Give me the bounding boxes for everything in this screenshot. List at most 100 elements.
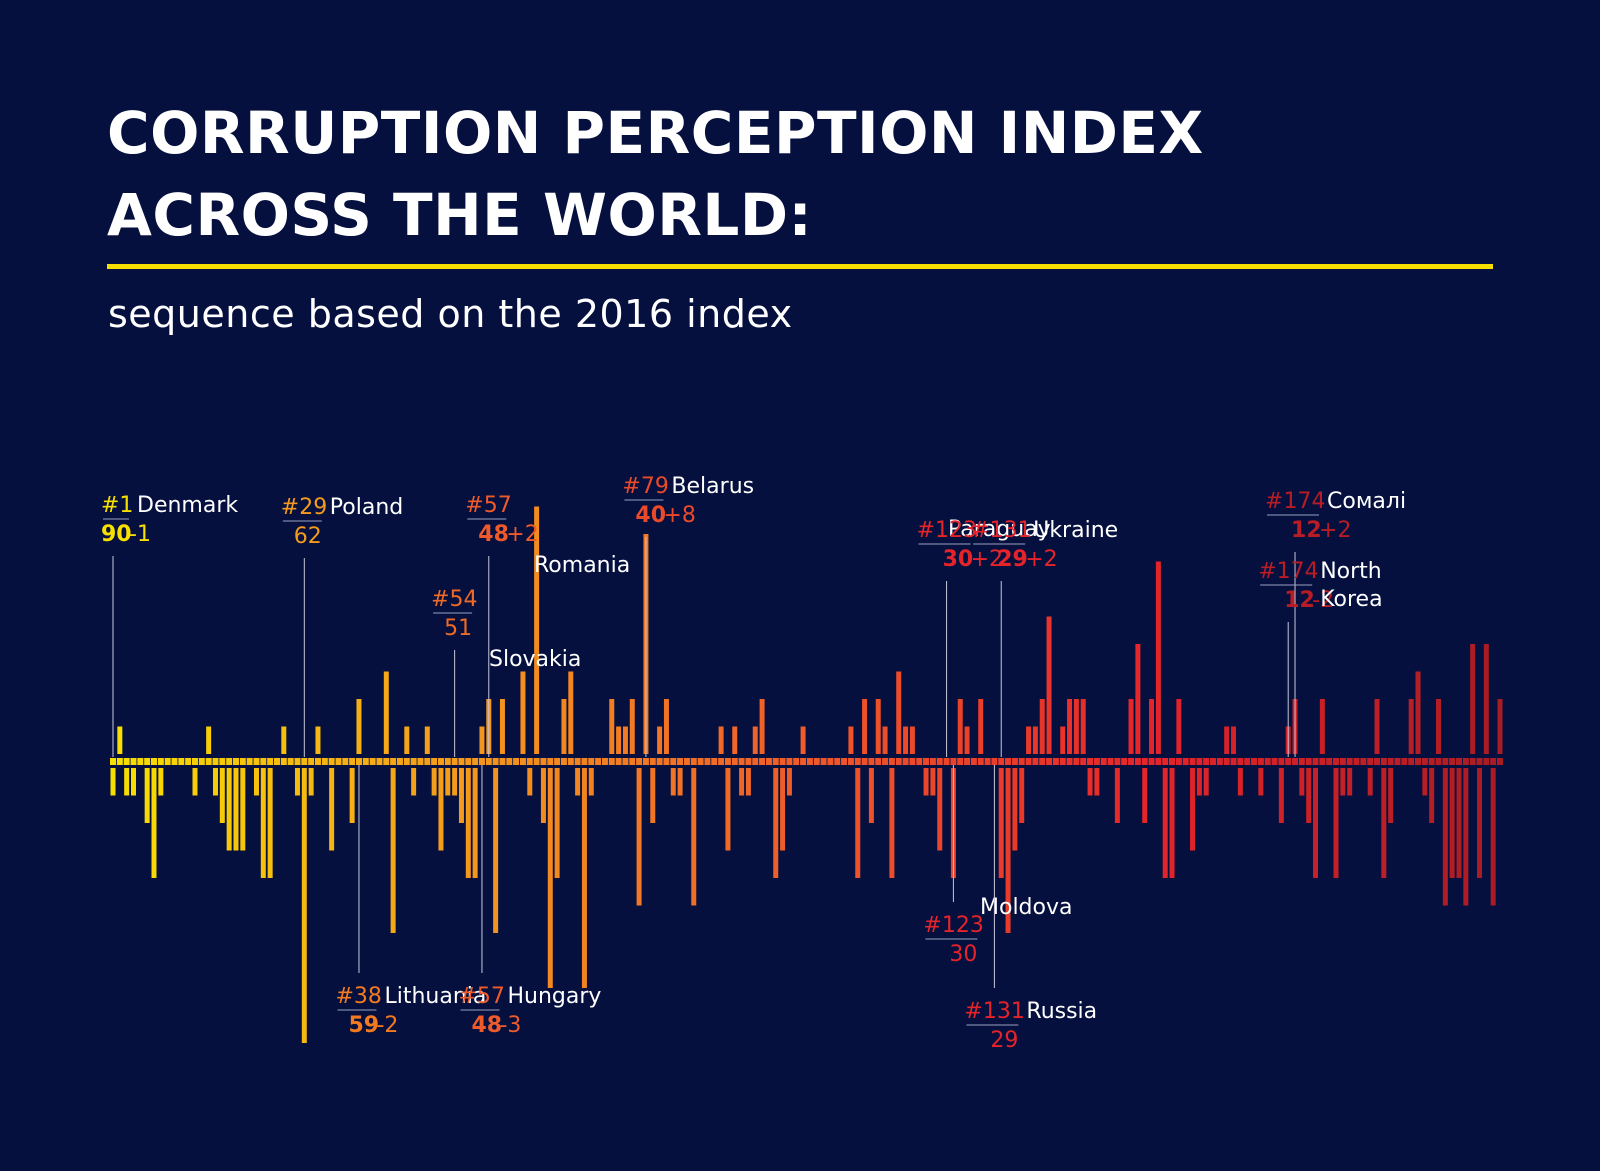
annotation-denmark: #1 90-1 Denmark (101, 493, 238, 547)
bar-negative (1442, 768, 1448, 906)
axis-tick-mark (1032, 758, 1039, 765)
score-label: 29 (997, 547, 1028, 572)
bar-positive (404, 726, 410, 754)
bar-negative (493, 768, 499, 933)
axis-tick-mark (1087, 758, 1094, 765)
bar-negative (301, 768, 307, 1043)
bar-positive (1060, 726, 1066, 754)
axis-tick-mark (1169, 758, 1176, 765)
axis-tick-mark (943, 758, 950, 765)
bar-negative (1114, 768, 1120, 823)
bar-positive (1067, 699, 1073, 754)
bar-negative (349, 768, 355, 823)
axis-tick-mark (861, 758, 868, 765)
axis-tick-mark (929, 758, 936, 765)
axis-tick-mark (1046, 758, 1053, 765)
bar-negative (670, 768, 676, 796)
axis-tick-mark (513, 758, 520, 765)
axis-tick-mark (902, 758, 909, 765)
axis-tick-mark (1093, 758, 1100, 765)
bar-negative (998, 768, 1004, 878)
axis-tick-mark (506, 758, 513, 765)
bar-negative (158, 768, 164, 796)
axis-tick-mark (451, 758, 458, 765)
bar-positive (752, 726, 758, 754)
axis-tick-mark (403, 758, 410, 765)
bar-negative (1190, 768, 1196, 851)
axis-tick-mark (1052, 758, 1059, 765)
axis-tick-mark (1162, 758, 1169, 765)
bar-positive (1436, 699, 1442, 754)
axis-tick-mark (690, 758, 697, 765)
bar-negative (233, 768, 239, 851)
axis-tick-mark (834, 758, 841, 765)
score-label: 48 (471, 1013, 502, 1038)
annotation-north-korea: #174 12-2 North Korea (1258, 559, 1382, 613)
axis-tick-mark (1271, 758, 1278, 765)
bar-negative (1313, 768, 1319, 878)
title-underline (107, 264, 1493, 269)
country-label: Slovakia (489, 647, 581, 672)
axis-tick-mark (1155, 758, 1162, 765)
bar-positive (1176, 699, 1182, 754)
bar-negative (1429, 768, 1435, 823)
bar-negative (1449, 768, 1455, 878)
axis-tick-mark (875, 758, 882, 765)
bar-negative (240, 768, 246, 851)
axis-tick-mark (786, 758, 793, 765)
axis-tick-mark (1107, 758, 1114, 765)
bar-negative (151, 768, 157, 878)
axis-tick-mark (1428, 758, 1435, 765)
annotation-belarus: #79 40+8 Belarus (622, 474, 754, 528)
bar-negative (1196, 768, 1202, 796)
axis-tick-mark (458, 758, 465, 765)
rank-label: #174 (1258, 559, 1318, 584)
score-label: 30 (943, 547, 974, 572)
annotation-hungary: #57 48-3 Hungary (458, 984, 601, 1038)
axis-tick-mark (1230, 758, 1237, 765)
bar-negative (212, 768, 218, 796)
country-label: Paraguay (948, 517, 1051, 542)
bar-negative (144, 768, 150, 823)
country-label: Belarus (671, 474, 754, 499)
bar-positive (1224, 726, 1230, 754)
bar-negative (889, 768, 895, 878)
axis-tick-mark (465, 758, 472, 765)
country-label: Korea (1320, 587, 1382, 612)
bar-negative (930, 768, 936, 796)
bar-negative (260, 768, 266, 878)
axis-tick-mark (656, 758, 663, 765)
axis-tick-mark (342, 758, 349, 765)
bar-negative (465, 768, 471, 878)
bar-negative (1347, 768, 1353, 796)
bar-positive (862, 699, 868, 754)
annotation-lithuania: #38 59-2 Lithuania (335, 984, 486, 1038)
change-label: -2 (376, 1013, 398, 1038)
axis-tick-mark (1462, 758, 1469, 765)
bar-positive (1128, 699, 1134, 754)
bar-positive (1032, 726, 1038, 754)
axis-tick-mark (718, 758, 725, 765)
axis-tick-mark (567, 758, 574, 765)
bar-negative (780, 768, 786, 851)
axis-tick-mark (574, 758, 581, 765)
axis-tick-mark (431, 758, 438, 765)
axis-tick-mark (1497, 758, 1503, 765)
bar-negative (1162, 768, 1168, 878)
axis-tick-mark (957, 758, 964, 765)
axis-tick-mark (1394, 758, 1401, 765)
bar-positive (1135, 644, 1141, 754)
bar-positive (663, 699, 669, 754)
axis-tick-mark (683, 758, 690, 765)
bar-positive (356, 699, 362, 754)
bar-negative (431, 768, 437, 796)
axis-tick-mark (711, 758, 718, 765)
axis-tick-mark (745, 758, 752, 765)
bar-positive (909, 726, 915, 754)
axis-tick-mark (1257, 758, 1264, 765)
bar-negative (219, 768, 225, 823)
axis-tick-mark (977, 758, 984, 765)
axis-tick-mark (1264, 758, 1271, 765)
rank-label: #54 (431, 587, 477, 612)
